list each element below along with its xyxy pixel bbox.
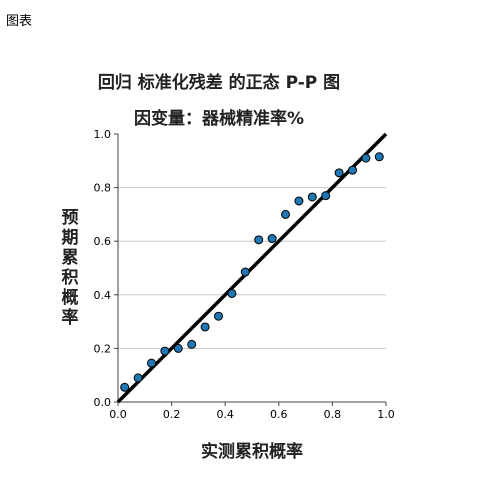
y-axis-title-char: 积: [62, 268, 79, 288]
data-point: [348, 165, 357, 175]
reference-line: [116, 132, 388, 404]
data-point: [133, 373, 143, 383]
data-point: [307, 192, 317, 202]
plot-area: 0.0 0.2 0.4 0.6 0.8 1.0 0.0 0.2 0.4 0.6 0.8 1.0: [94, 128, 395, 421]
y-axis-title-char: 期: [62, 228, 79, 248]
chart-subtitle: 因变量：器械精准率%: [134, 108, 304, 129]
data-point: [267, 234, 277, 244]
data-point: [227, 288, 237, 298]
data-point: [361, 153, 371, 163]
data-point: [281, 209, 290, 219]
x-tick-label: 0.2: [163, 408, 181, 421]
chart-title: 回归 标准化残差 的正态 P-P 图: [98, 72, 340, 93]
x-tick-label: 1.0: [377, 408, 395, 421]
y-axis-title-char: 预: [62, 208, 79, 228]
y-tick-label: 0.2: [94, 342, 112, 355]
data-point: [374, 152, 384, 162]
data-point: [240, 267, 250, 277]
y-axis-title-char: 概: [62, 287, 79, 308]
data-point: [321, 191, 331, 201]
chart-caption: 图表: [6, 14, 33, 29]
y-tick-label: 0.0: [94, 396, 112, 409]
x-tick-label: 0.4: [216, 408, 234, 421]
y-tick-label: 0.6: [94, 235, 112, 248]
x-tick-label: 0.6: [270, 408, 288, 421]
y-axis-title-char: 累: [62, 248, 79, 268]
x-tick-label: 0.8: [324, 408, 342, 421]
data-point: [147, 358, 156, 368]
data-point: [294, 196, 304, 206]
y-tick-label: 0.4: [94, 289, 112, 302]
y-axis-title-char: 率: [62, 307, 79, 328]
data-point: [173, 343, 183, 353]
data-point: [200, 322, 210, 332]
data-point: [160, 346, 170, 356]
data-point: [214, 311, 223, 321]
data-point: [334, 168, 344, 178]
x-tick-label: 0.0: [109, 408, 127, 421]
x-axis-title: 实测累积概率: [201, 441, 303, 462]
data-point: [120, 382, 130, 392]
data-point: [187, 339, 197, 349]
y-tick-label: 0.8: [94, 182, 112, 195]
y-tick-label: 1.0: [94, 128, 112, 141]
data-point: [254, 235, 264, 245]
